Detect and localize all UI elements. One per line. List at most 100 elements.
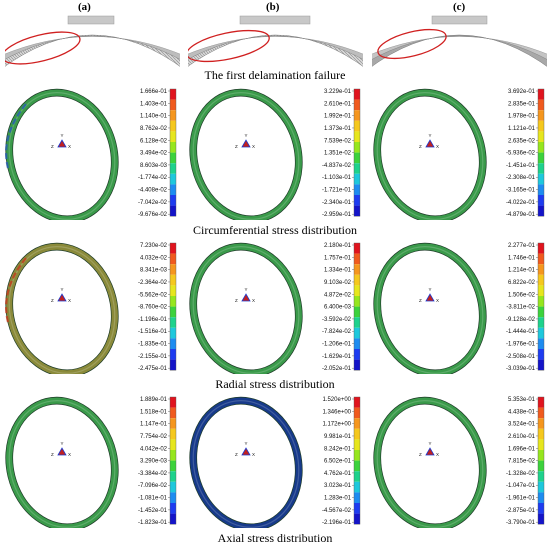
- legend-value-label: 3.494e-02: [140, 151, 168, 157]
- axis-triad-icon: [425, 293, 435, 302]
- axis-triad-icon: [57, 447, 67, 456]
- triad-label-z: Z: [419, 452, 422, 457]
- legend-color-swatch: [354, 317, 360, 328]
- ring-band: [373, 89, 487, 220]
- legend-value-label: 1.373e-01: [324, 126, 352, 132]
- legend-value-label: 1.172e+00: [322, 422, 351, 428]
- legend-value-label: 2.610e-01: [324, 101, 352, 107]
- legend-value-label: 4.032e-02: [140, 255, 168, 261]
- legend-value-label: -1.516e-01: [138, 329, 168, 335]
- legend-color-swatch: [538, 173, 544, 185]
- legend-value-label: 1.666e-01: [140, 89, 168, 95]
- column-label-c: (c): [453, 1, 466, 13]
- legend-color-swatch: [170, 513, 176, 525]
- caption-circumferential: Circumferential stress distribution: [193, 223, 357, 237]
- ring-edge: [8, 246, 116, 374]
- legend-color-swatch: [170, 285, 176, 296]
- legend-color-swatch: [538, 327, 544, 339]
- legend-value-label: -1.835e-01: [138, 342, 168, 348]
- legend-value-label: -5.936e-02: [506, 151, 536, 157]
- legend-value-label: -9.128e-02: [506, 317, 536, 323]
- legend-color-swatch: [170, 110, 176, 121]
- legend-color-swatch: [354, 195, 360, 206]
- legend-value-label: -2.340e-01: [322, 200, 352, 206]
- legend-value-label: 1.121e-01: [508, 126, 536, 132]
- triad-label-x: X: [436, 452, 439, 457]
- stress-panel-radial-c: Y Z X 2.277e-01 1.746e-01 1.214e-01 6.822e-02 1…: [373, 242, 545, 374]
- ring-band: [5, 243, 119, 374]
- legend-value-label: 7.539e-02: [324, 138, 352, 144]
- legend-color-swatch: [170, 338, 176, 349]
- ring-edge: [5, 396, 119, 528]
- legend-value-label: -2.475e-01: [138, 366, 168, 372]
- column-label-a: (a): [78, 1, 91, 13]
- legend-color-swatch: [538, 184, 544, 195]
- legend-value-label: 3.229e-01: [324, 89, 352, 95]
- legend-value-label: 1.334e-01: [324, 268, 352, 274]
- legend-value-label: 1.746e-01: [508, 255, 536, 261]
- legend-value-label: 8.762e-02: [140, 126, 168, 132]
- legend-color-swatch: [354, 471, 360, 482]
- legend-color-swatch: [354, 120, 360, 132]
- legend-color-swatch: [170, 296, 176, 307]
- legend-value-label: -1.823e-01: [138, 520, 168, 526]
- legend-color-swatch: [538, 89, 544, 100]
- ring-edge: [192, 246, 300, 374]
- legend-color-swatch: [538, 195, 544, 206]
- legend-color-swatch: [538, 450, 544, 461]
- legend-color-swatch: [170, 205, 176, 217]
- triad-label-z: Z: [419, 144, 422, 149]
- legend-color-swatch: [538, 349, 544, 360]
- legend-value-label: -2.508e-01: [506, 354, 536, 360]
- legend-color-swatch: [354, 349, 360, 360]
- legend-value-label: -1.629e-01: [322, 354, 352, 360]
- legend-color-swatch: [538, 296, 544, 307]
- delamination-highlight: [5, 31, 81, 65]
- legend-color-swatch: [354, 306, 360, 318]
- caption-radial: Radial stress distribution: [215, 377, 335, 391]
- axis-triad-icon: [241, 139, 251, 148]
- legend-value-label: -1.961e-01: [506, 496, 536, 502]
- ring-edge: [192, 92, 300, 220]
- legend-value-label: -1.196e-01: [138, 317, 168, 323]
- legend-color-swatch: [170, 184, 176, 195]
- column-label-b: (b): [266, 1, 280, 13]
- legend-value-label: -1.328e-02: [506, 471, 536, 477]
- ring-edge: [12, 95, 112, 217]
- legend-color-swatch: [170, 306, 176, 318]
- legend-value-label: 3.290e-03: [140, 459, 168, 465]
- ring-edge: [380, 249, 480, 371]
- legend-value-label: 7.815e-02: [508, 459, 536, 465]
- legend-color-swatch: [538, 439, 544, 450]
- stress-concentration: [5, 257, 27, 323]
- legend-value-label: 1.506e-02: [508, 292, 536, 298]
- legend-value-label: 2.277e-01: [508, 243, 536, 249]
- triad-label-x: X: [252, 452, 255, 457]
- legend-color-swatch: [170, 253, 176, 265]
- ring-edge: [12, 249, 112, 371]
- legend-value-label: -1.047e-01: [506, 483, 536, 489]
- delamination-figure-b: [188, 15, 363, 67]
- legend-color-swatch: [354, 99, 360, 111]
- legend-value-label: 8.603e-03: [140, 163, 168, 169]
- triad-label-z: Z: [235, 452, 238, 457]
- legend-color-swatch: [538, 131, 544, 142]
- caption-delamination: The first delamination failure: [204, 68, 346, 82]
- triad-label-y: Y: [61, 287, 64, 292]
- axis-triad-icon: [425, 447, 435, 456]
- legend-color-swatch: [170, 99, 176, 111]
- legend-color-swatch: [354, 285, 360, 296]
- legend-value-label: -2.052e-01: [322, 366, 352, 372]
- legend-color-swatch: [170, 120, 176, 132]
- legend-color-swatch: [538, 253, 544, 265]
- legend-color-swatch: [538, 120, 544, 132]
- legend-value-label: 1.518e-01: [140, 409, 168, 415]
- legend-value-label: 3.524e-01: [508, 422, 536, 428]
- legend-color-swatch: [354, 439, 360, 450]
- ring-edge: [5, 242, 119, 374]
- legend-color-swatch: [170, 450, 176, 461]
- legend-color-swatch: [170, 471, 176, 482]
- legend-value-label: 1.978e-01: [508, 114, 536, 120]
- legend-color-swatch: [170, 428, 176, 440]
- ring-edge: [189, 242, 303, 374]
